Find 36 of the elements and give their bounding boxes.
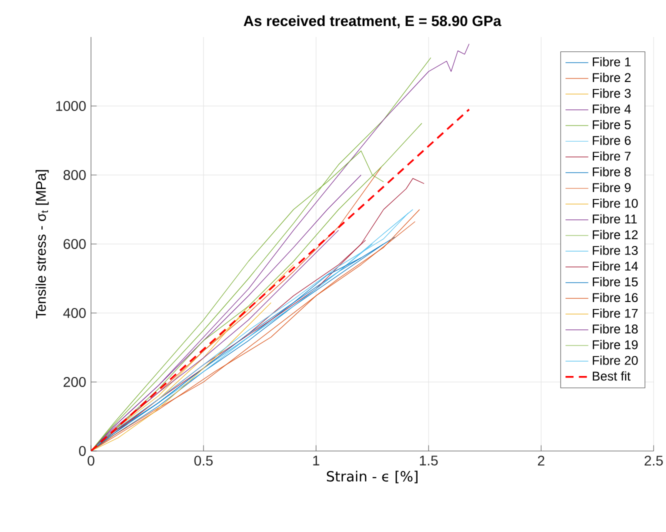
legend-label: Fibre 7 xyxy=(592,151,631,161)
x-tick-label: 2.5 xyxy=(644,456,663,466)
legend-label: Fibre 12 xyxy=(592,230,638,240)
x-tick-label: 1.5 xyxy=(420,456,438,466)
legend-label: Fibre 14 xyxy=(592,261,638,271)
legend-label: Fibre 15 xyxy=(592,277,638,286)
legend-label: Fibre 17 xyxy=(592,308,638,318)
legend-label: Fibre 8 xyxy=(592,167,631,176)
y-tick-label: 800 xyxy=(64,170,86,180)
legend-label: Fibre 1 xyxy=(592,57,631,66)
legend-label: Best fit xyxy=(592,371,630,381)
chart-title: As received treatment, E = 58.90 GPa xyxy=(244,15,502,28)
legend-label: Fibre 20 xyxy=(592,356,638,365)
legend-label: Fibre 9 xyxy=(592,182,631,192)
legend-label: Fibre 19 xyxy=(592,340,638,350)
y-tick-label: 0 xyxy=(79,446,86,456)
legend-label: Fibre 11 xyxy=(592,214,637,224)
legend-label: Fibre 3 xyxy=(592,88,631,98)
x-tick-label: 0 xyxy=(88,456,94,466)
legend-label: Fibre 16 xyxy=(592,292,638,302)
y-tick-label: 200 xyxy=(64,377,86,387)
legend-label: Fibre 13 xyxy=(592,246,638,255)
x-axis-title: Strain - ϵ [%] xyxy=(326,470,418,484)
y-tick-label: 400 xyxy=(63,308,86,318)
x-tick-label: 1 xyxy=(313,456,320,466)
y-axis-title: Tensile stress - σ$_{t}$ [MPa] xyxy=(36,170,49,319)
x-tick-label: 2 xyxy=(538,456,544,466)
legend-label: Fibre 10 xyxy=(592,198,638,208)
legend-label: Fibre 5 xyxy=(592,120,631,130)
y-tick-label: 600 xyxy=(64,239,86,249)
legend-label: Fibre 2 xyxy=(592,72,631,82)
x-tick-label: 0.5 xyxy=(194,456,213,466)
legend-label: Fibre 4 xyxy=(592,104,631,114)
legend-label: Fibre 6 xyxy=(592,136,631,145)
legend-label: Fibre 18 xyxy=(592,324,638,334)
y-tick-label: 1000 xyxy=(56,101,86,111)
